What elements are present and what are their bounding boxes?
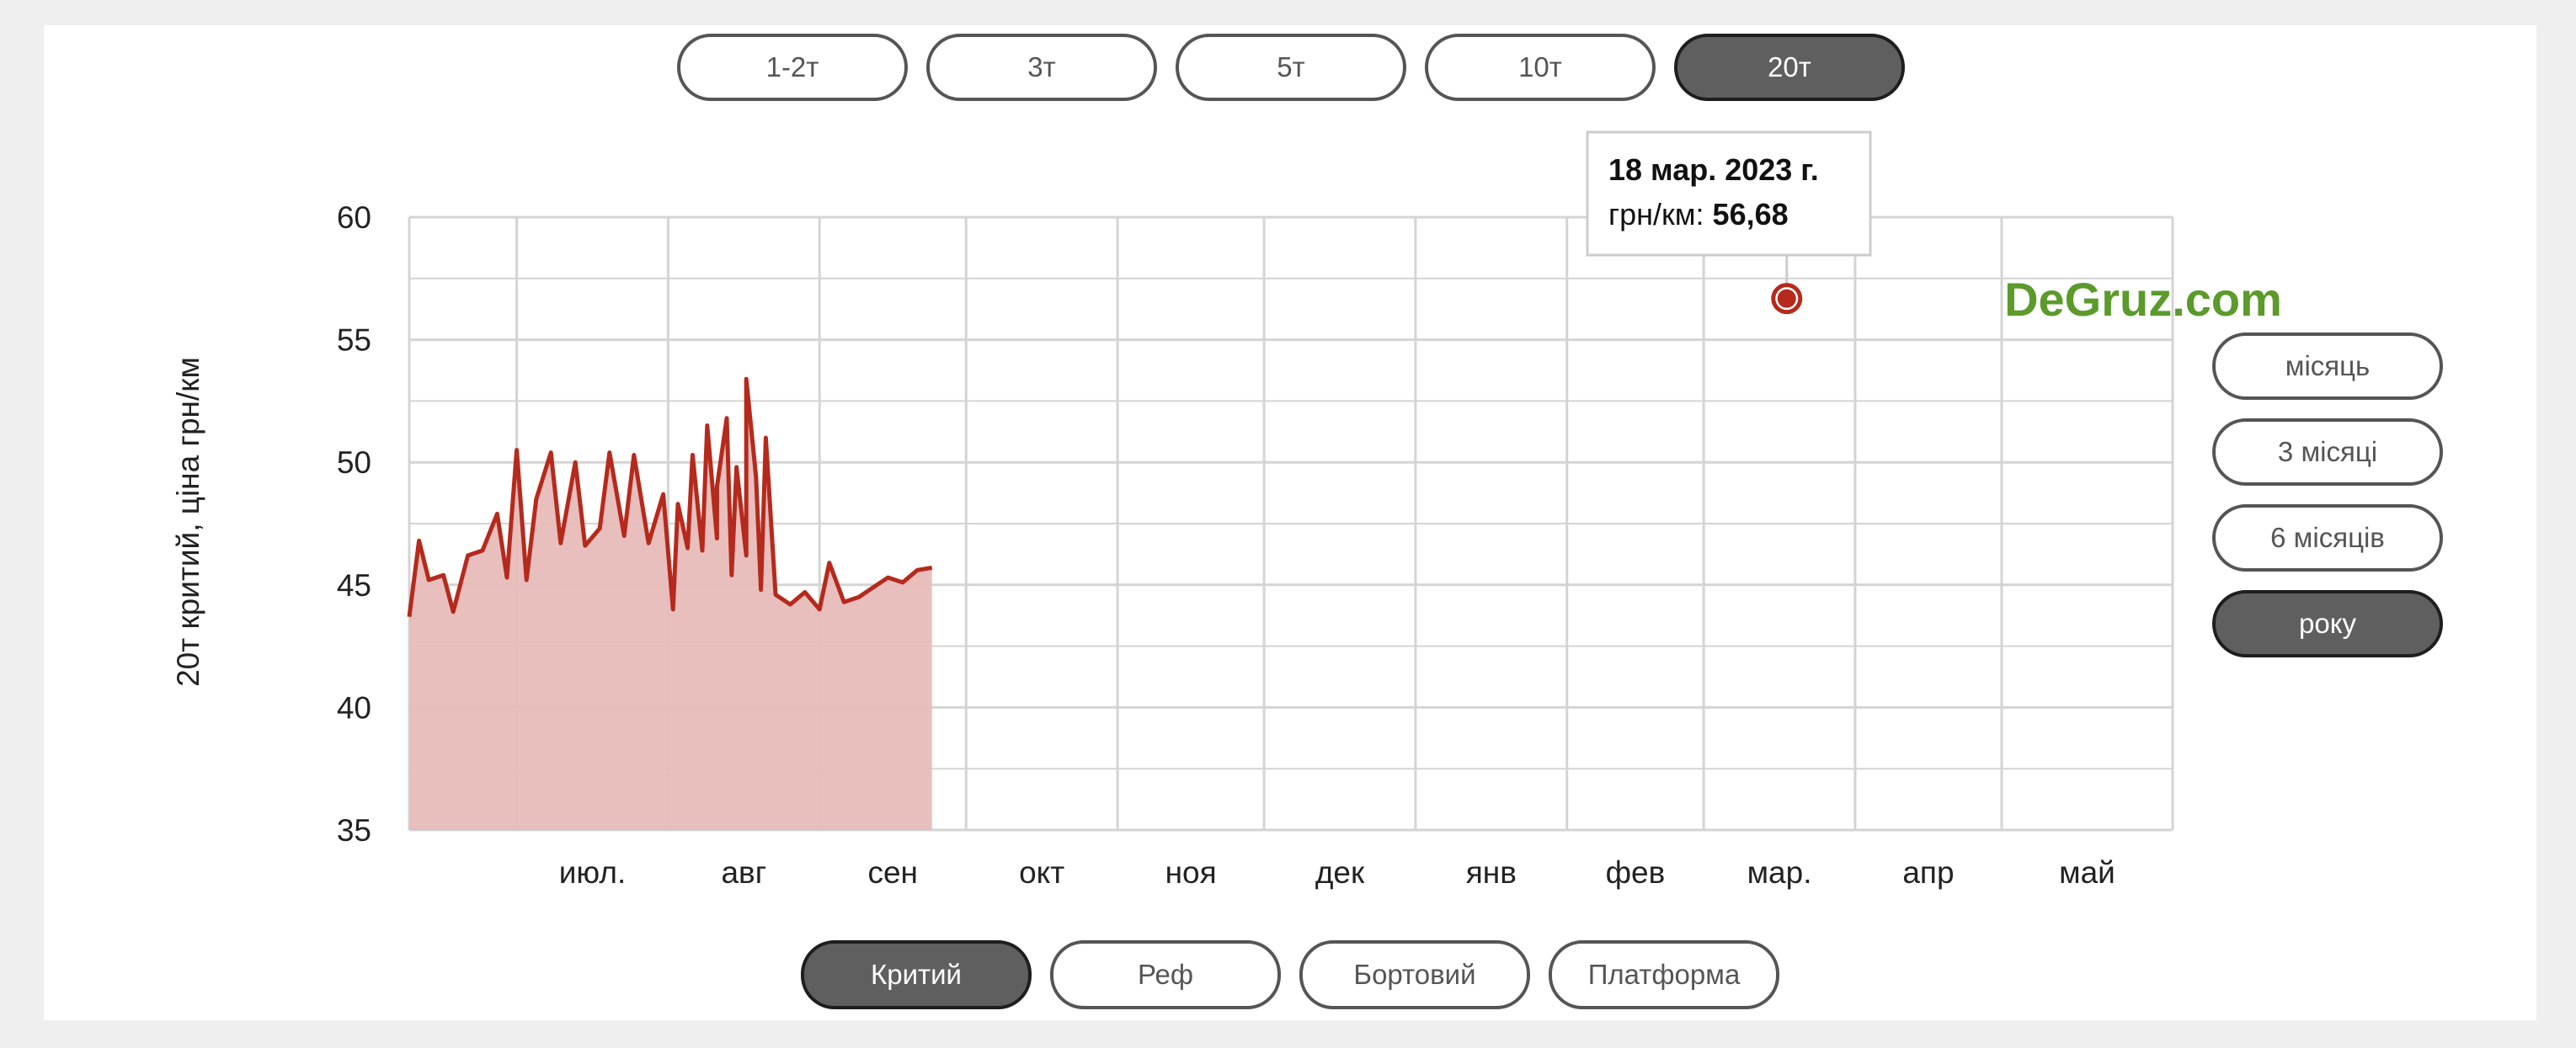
- vehicle-tab-1-2t[interactable]: 1-2т: [677, 34, 908, 101]
- vehicle-tab-10t[interactable]: 10т: [1425, 34, 1656, 101]
- body-tab-covered[interactable]: Критий: [801, 940, 1032, 1009]
- period-tab-label: року: [2298, 608, 2356, 639]
- period-tab-year[interactable]: року: [2212, 590, 2443, 657]
- vehicle-tab-label: 3т: [1027, 51, 1056, 82]
- tooltip-value: 56,68: [1713, 197, 1789, 231]
- vehicle-tab-5t[interactable]: 5т: [1176, 34, 1406, 101]
- body-tab-label: Бортовий: [1353, 959, 1476, 990]
- y-tick-label: 45: [337, 568, 371, 603]
- x-tick-label: янв: [1466, 855, 1517, 890]
- x-axis: июл. авг сен окт ноя дек янв фев мар. апр май: [559, 855, 2115, 890]
- watermark: DeGruz.com: [2004, 273, 2282, 326]
- x-tick-label: авг: [721, 855, 766, 890]
- x-tick-label: ноя: [1165, 855, 1217, 890]
- y-axis-label: 20т критий, ціна грн/км: [171, 357, 205, 687]
- x-tick-label: окт: [1019, 855, 1064, 890]
- y-tick-label: 60: [337, 200, 371, 235]
- vehicle-tab-label: 20т: [1768, 51, 1811, 82]
- body-tab-label: Платформа: [1587, 959, 1741, 990]
- tooltip-label: грн/км:: [1608, 197, 1704, 231]
- x-tick-label: дек: [1315, 855, 1365, 890]
- body-tab-ref[interactable]: Реф: [1050, 940, 1281, 1009]
- series-line[interactable]: [407, 376, 933, 618]
- tooltip-box: [1586, 130, 1872, 257]
- tooltip-date: 18 мар. 2023 г.: [1608, 152, 1819, 187]
- body-tab-label: Реф: [1137, 959, 1194, 990]
- period-tab-3-months[interactable]: 3 місяці: [2212, 418, 2443, 486]
- period-tab-label: місяць: [2285, 350, 2371, 381]
- highlight-marker[interactable]: [1771, 283, 1803, 315]
- body-tab-platform[interactable]: Платформа: [1549, 940, 1779, 1009]
- period-tab-label: 3 місяці: [2277, 436, 2378, 467]
- x-tick-label: мар.: [1747, 855, 1812, 890]
- vehicle-tab-label: 5т: [1277, 51, 1305, 82]
- period-tab-6-months[interactable]: 6 місяців: [2212, 504, 2443, 572]
- x-tick-label: апр: [1902, 855, 1954, 890]
- vehicle-tab-label: 1-2т: [765, 51, 819, 82]
- vehicle-tab-label: 10т: [1518, 51, 1562, 82]
- body-tab-flatbed[interactable]: Бортовий: [1299, 940, 1530, 1009]
- vehicle-tab-3t[interactable]: 3т: [926, 34, 1157, 101]
- x-tick-label: сен: [867, 855, 918, 890]
- y-tick-label: 50: [337, 445, 371, 480]
- vehicle-tab-20t[interactable]: 20т: [1674, 34, 1905, 101]
- period-tab-month[interactable]: місяць: [2212, 332, 2443, 400]
- y-tick-label: 35: [337, 813, 371, 848]
- y-tick-label: 40: [337, 690, 371, 725]
- highlight-marker-dot: [1777, 289, 1796, 308]
- tooltip-value-line: грн/км: 56,68: [1608, 197, 1789, 231]
- x-tick-label: июл.: [559, 855, 626, 890]
- period-tab-label: 6 місяців: [2270, 522, 2385, 553]
- body-tab-label: Критий: [871, 959, 962, 990]
- y-axis: 35 40 45 50 55 60: [337, 200, 371, 848]
- x-tick-label: май: [2059, 855, 2115, 890]
- x-tick-label: фев: [1606, 855, 1666, 890]
- y-tick-label: 55: [337, 323, 371, 358]
